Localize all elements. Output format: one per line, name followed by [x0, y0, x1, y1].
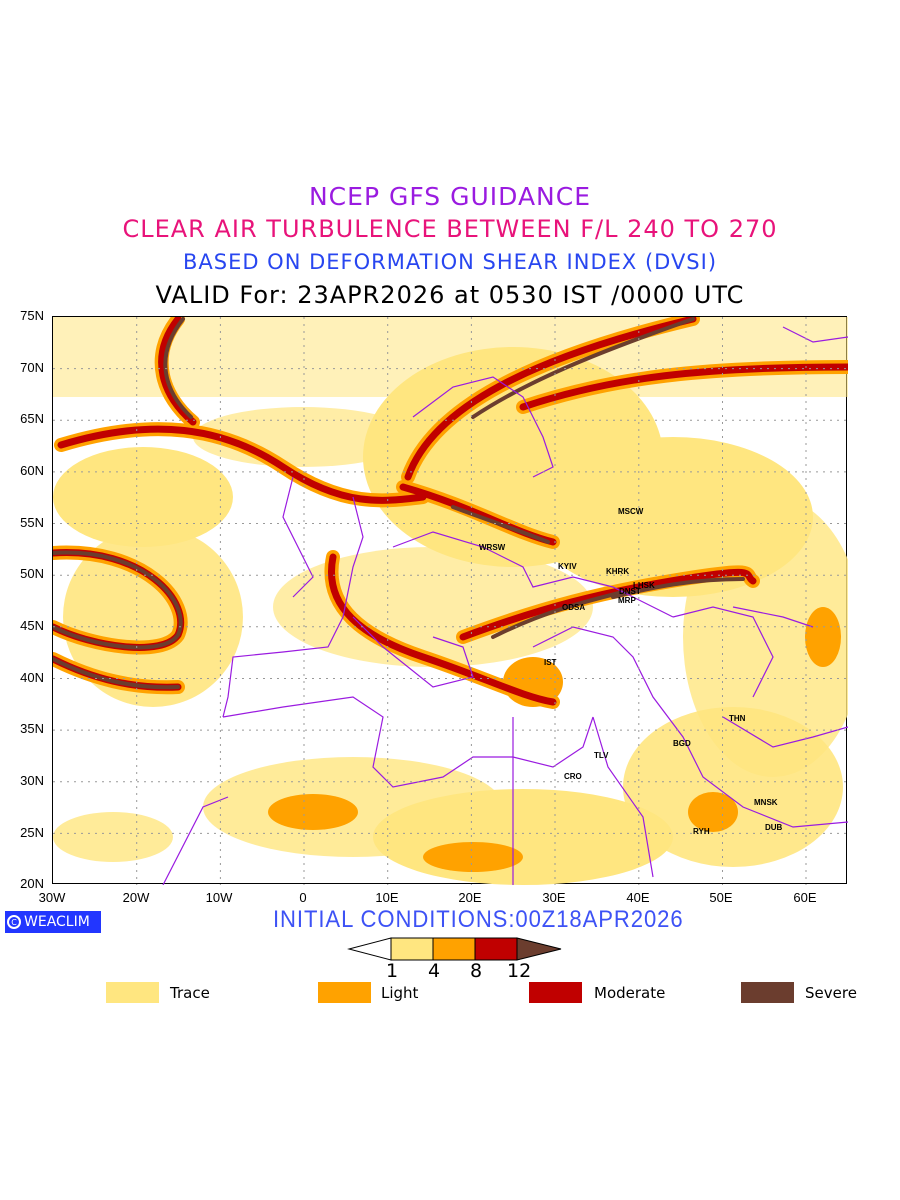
title-model: NCEP GFS GUIDANCE — [308, 182, 591, 211]
lat-label: 70N — [20, 360, 44, 375]
lon-label: 60E — [793, 890, 817, 905]
lon-label: 20W — [122, 890, 150, 905]
legend-label-trace: Trace — [170, 984, 210, 1002]
lon-label: 20E — [458, 890, 482, 905]
colorbar-tick: 1 — [386, 960, 399, 982]
city-label: BGD — [673, 739, 691, 748]
legend-swatch-moderate — [529, 982, 582, 1003]
title-valid-time: VALID For: 23APR2026 at 0530 IST /0000 U… — [155, 281, 745, 309]
lat-label: 45N — [20, 618, 44, 633]
lat-label: 30N — [20, 773, 44, 788]
colorbar-moderate — [474, 937, 518, 961]
city-label: ODSA — [562, 603, 586, 612]
colorbar-severe — [516, 937, 562, 961]
lat-label: 50N — [20, 566, 44, 581]
lat-label: 25N — [20, 825, 44, 840]
turbulence-map — [52, 316, 848, 885]
city-label: DUB — [765, 823, 783, 832]
city-label: KYIV — [558, 562, 577, 571]
lon-label: 40E — [626, 890, 650, 905]
legend-swatch-trace — [106, 982, 159, 1003]
lon-label: 0 — [299, 890, 307, 905]
legend-swatch-light — [318, 982, 371, 1003]
colorbar-light — [432, 937, 476, 961]
lon-label: 50E — [709, 890, 733, 905]
lon-label: 30E — [542, 890, 566, 905]
city-label: MSCW — [618, 507, 644, 516]
lat-label: 55N — [20, 515, 44, 530]
colorbar-tick: 4 — [428, 960, 441, 982]
lat-label: 60N — [20, 463, 44, 478]
map-canvas — [53, 317, 848, 885]
city-label: THN — [729, 714, 746, 723]
city-label: MRP — [618, 596, 636, 605]
title-product: CLEAR AIR TURBULENCE BETWEEN F/L 240 TO … — [122, 215, 778, 243]
lon-label: 10W — [205, 890, 233, 905]
city-label: WRSW — [479, 543, 506, 552]
lon-label: 10E — [375, 890, 399, 905]
city-label: CRO — [564, 772, 582, 781]
legend-label-moderate: Moderate — [594, 984, 666, 1002]
city-label: IST — [544, 658, 557, 667]
colorbar — [347, 937, 562, 961]
city-label: KHRK — [606, 567, 630, 576]
lat-label: 40N — [20, 670, 44, 685]
lat-label: 35N — [20, 721, 44, 736]
city-label: TLV — [594, 751, 609, 760]
city-label: DNST — [619, 587, 641, 596]
colorbar-below-1 — [347, 937, 392, 961]
weaclim-logo: C WEACLIM — [5, 911, 101, 933]
logo-text: WEACLIM — [24, 914, 90, 930]
colorbar-tick: 8 — [470, 960, 483, 982]
legend-label-light: Light — [381, 984, 419, 1002]
legend-swatch-severe — [741, 982, 794, 1003]
lat-label: 20N — [20, 876, 44, 891]
lat-label: 65N — [20, 411, 44, 426]
colorbar-trace — [390, 937, 434, 961]
title-index: BASED ON DEFORMATION SHEAR INDEX (DVSI) — [182, 250, 718, 274]
lat-label: 75N — [20, 308, 44, 323]
legend-label-severe: Severe — [805, 984, 857, 1002]
colorbar-tick: 12 — [507, 960, 532, 982]
initial-conditions: INITIAL CONDITIONS:00Z18APR2026 — [273, 906, 684, 933]
city-label: MNSK — [754, 798, 778, 807]
city-label: LHSK — [633, 581, 655, 590]
copyright-icon: C — [7, 915, 21, 929]
coastlines — [162, 326, 848, 885]
city-label: RYH — [693, 827, 710, 836]
lon-label: 30W — [38, 890, 66, 905]
jet-streaks — [53, 317, 848, 709]
